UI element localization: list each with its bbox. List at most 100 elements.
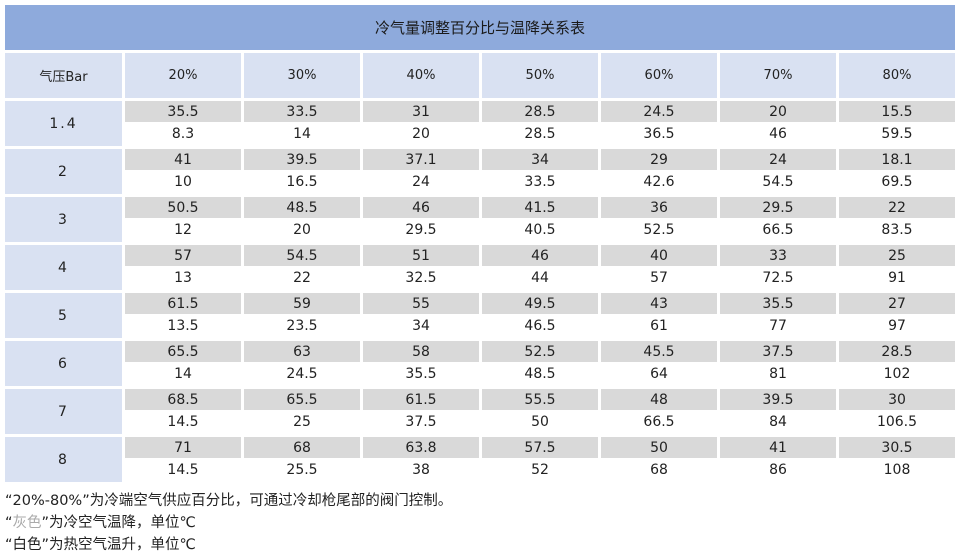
value-cell: 37.5 81 (720, 341, 836, 386)
cold-air-drop: 46 (363, 197, 479, 218)
cold-air-drop: 39.5 (244, 149, 360, 170)
hot-air-rise: 59.5 (881, 126, 913, 142)
pressure-cell: 2 (5, 149, 122, 194)
cold-air-drop: 33 (720, 245, 836, 266)
value-cell: 58 35.5 (363, 341, 479, 386)
cold-air-drop: 34 (482, 149, 598, 170)
cold-air-drop: 68.5 (125, 389, 241, 410)
hot-air-rise: 28.5 (524, 126, 556, 142)
hot-air-rise: 24 (412, 174, 430, 190)
hot-air-rise: 81 (769, 366, 787, 382)
hot-air-rise: 33.5 (524, 174, 556, 190)
cold-air-drop: 37.5 (720, 341, 836, 362)
value-cell: 27 97 (839, 293, 955, 338)
value-cell: 25 91 (839, 245, 955, 290)
hot-air-rise: 68 (650, 462, 668, 478)
value-cell: 57.5 52 (482, 437, 598, 482)
cold-air-drop: 63 (244, 341, 360, 362)
value-cell: 63.8 38 (363, 437, 479, 482)
value-cell: 33.5 14 (244, 101, 360, 146)
cold-air-drop: 15.5 (839, 101, 955, 122)
hot-air-rise: 64 (650, 366, 668, 382)
hot-air-rise: 29.5 (405, 222, 437, 238)
cold-air-drop: 50.5 (125, 197, 241, 218)
cold-air-drop: 36 (601, 197, 717, 218)
hot-air-rise: 86 (769, 462, 787, 478)
hot-air-rise: 23.5 (286, 318, 318, 334)
value-cell: 35.5 8.3 (125, 101, 241, 146)
percent-header: 40% (363, 53, 479, 98)
hot-air-rise: 37.5 (405, 414, 437, 430)
value-cell: 68 25.5 (244, 437, 360, 482)
value-cell: 46 44 (482, 245, 598, 290)
cold-air-drop: 46 (482, 245, 598, 266)
hot-air-rise: 108 (883, 462, 911, 478)
pressure-header: 气压Bar (5, 53, 122, 98)
cold-air-drop: 58 (363, 341, 479, 362)
cold-air-drop: 57.5 (482, 437, 598, 458)
cold-air-drop: 49.5 (482, 293, 598, 314)
cold-air-drop: 35.5 (125, 101, 241, 122)
note-gray-rest: ”为冷空气温降，单位℃ (41, 515, 196, 531)
cold-air-drop: 25 (839, 245, 955, 266)
pressure-cell: 5 (5, 293, 122, 338)
cold-air-drop: 41 (125, 149, 241, 170)
cold-air-drop: 29 (601, 149, 717, 170)
value-cell: 39.5 84 (720, 389, 836, 434)
temperature-table: 冷气量调整百分比与温降关系表 气压Bar 20% 30% 40% 50% 60% 70% 8… (5, 5, 955, 482)
table-grid: 气压Bar 20% 30% 40% 50% 60% 70% 80% 1.4 35.5 8.3 33.… (5, 53, 955, 482)
hot-air-rise: 13 (174, 270, 192, 286)
hot-air-rise: 20 (412, 126, 430, 142)
value-cell: 50 68 (601, 437, 717, 482)
value-cell: 29.5 66.5 (720, 197, 836, 242)
percent-header: 30% (244, 53, 360, 98)
value-cell: 33 72.5 (720, 245, 836, 290)
value-cell: 68.5 14.5 (125, 389, 241, 434)
pressure-cell: 7 (5, 389, 122, 434)
value-cell: 51 32.5 (363, 245, 479, 290)
value-cell: 24 54.5 (720, 149, 836, 194)
value-cell: 46 29.5 (363, 197, 479, 242)
cold-air-drop: 30 (839, 389, 955, 410)
value-cell: 50.5 12 (125, 197, 241, 242)
pressure-cell: 1.4 (5, 101, 122, 146)
value-cell: 39.5 16.5 (244, 149, 360, 194)
hot-air-rise: 25 (293, 414, 311, 430)
cold-air-drop: 22 (839, 197, 955, 218)
pressure-cell: 8 (5, 437, 122, 482)
note-white: “白色”为热空气温升，单位℃ (5, 537, 196, 553)
value-cell: 41.5 40.5 (482, 197, 598, 242)
hot-air-rise: 14.5 (167, 414, 199, 430)
hot-air-rise: 48.5 (524, 366, 556, 382)
value-cell: 55.5 50 (482, 389, 598, 434)
value-cell: 30.5 108 (839, 437, 955, 482)
cold-air-drop: 50 (601, 437, 717, 458)
hot-air-rise: 50 (531, 414, 549, 430)
cold-air-drop: 61.5 (125, 293, 241, 314)
value-cell: 49.5 46.5 (482, 293, 598, 338)
value-cell: 59 23.5 (244, 293, 360, 338)
value-cell: 48.5 20 (244, 197, 360, 242)
hot-air-rise: 24.5 (286, 366, 318, 382)
hot-air-rise: 66.5 (762, 222, 794, 238)
note-percent: “20%-80%”为冷端空气供应百分比，可通过冷却枪尾部的阀门控制。 (5, 493, 453, 509)
notes: “20%-80%”为冷端空气供应百分比，可通过冷却枪尾部的阀门控制。 “灰色”为… (5, 490, 452, 556)
hot-air-rise: 35.5 (405, 366, 437, 382)
value-cell: 54.5 22 (244, 245, 360, 290)
value-cell: 41 86 (720, 437, 836, 482)
pressure-cell: 4 (5, 245, 122, 290)
value-cell: 48 66.5 (601, 389, 717, 434)
cold-air-drop: 65.5 (125, 341, 241, 362)
hot-air-rise: 44 (531, 270, 549, 286)
hot-air-rise: 54.5 (762, 174, 794, 190)
value-cell: 37.1 24 (363, 149, 479, 194)
cold-air-drop: 55.5 (482, 389, 598, 410)
percent-header: 70% (720, 53, 836, 98)
hot-air-rise: 97 (888, 318, 906, 334)
hot-air-rise: 40.5 (524, 222, 556, 238)
value-cell: 24.5 36.5 (601, 101, 717, 146)
value-cell: 28.5 28.5 (482, 101, 598, 146)
value-cell: 35.5 77 (720, 293, 836, 338)
cold-air-drop: 41 (720, 437, 836, 458)
hot-air-rise: 14 (293, 126, 311, 142)
